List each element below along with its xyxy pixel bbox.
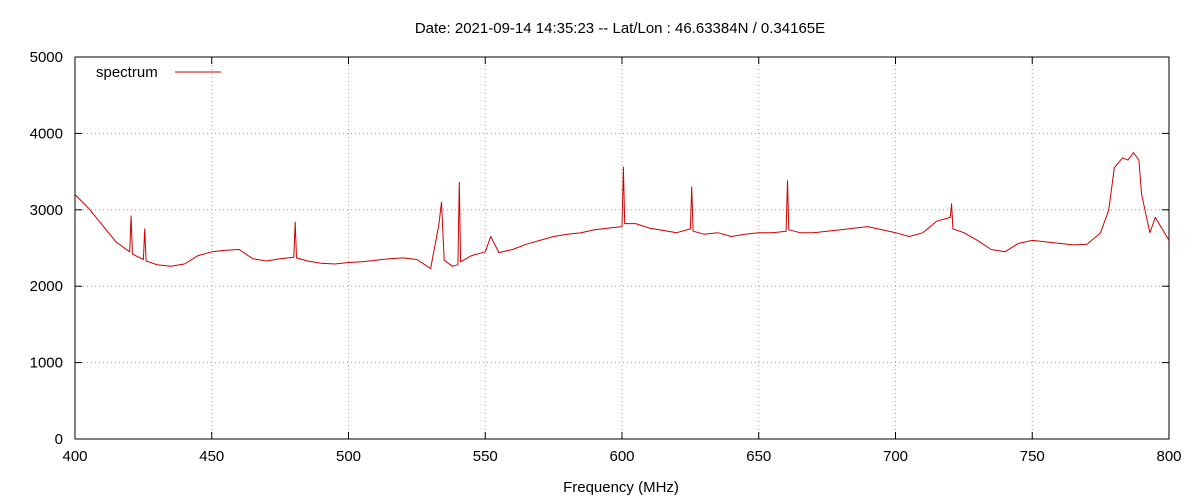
legend: spectrum xyxy=(96,64,221,81)
y-tick-label: 0 xyxy=(55,431,63,448)
grid xyxy=(75,57,1169,439)
y-tick-label: 2000 xyxy=(30,278,63,295)
x-tick-label: 600 xyxy=(609,448,634,465)
chart-title: Date: 2021-09-14 14:35:23 -- Lat/Lon : 4… xyxy=(415,20,825,37)
axes: 400 450 500 550 600 650 700 750 800 0 1000 2000 3000… xyxy=(30,49,1182,465)
x-tick-label: 750 xyxy=(1020,448,1045,465)
x-tick-label: 500 xyxy=(336,448,361,465)
series-line-spectrum xyxy=(74,152,1170,270)
y-tick-label: 4000 xyxy=(30,125,63,142)
x-tick-label: 800 xyxy=(1156,448,1181,465)
x-tick-label: 450 xyxy=(199,448,224,465)
series-layer xyxy=(74,152,1170,270)
x-tick-label: 650 xyxy=(746,448,771,465)
y-tick-label: 5000 xyxy=(30,49,63,66)
y-tick-label: 1000 xyxy=(30,355,63,372)
legend-label: spectrum xyxy=(96,64,158,81)
y-tick-label: 3000 xyxy=(30,202,63,219)
x-axis-label: Frequency (MHz) xyxy=(563,479,679,496)
x-tick-label: 550 xyxy=(473,448,498,465)
x-tick-label: 700 xyxy=(883,448,908,465)
x-tick-label: 400 xyxy=(62,448,87,465)
